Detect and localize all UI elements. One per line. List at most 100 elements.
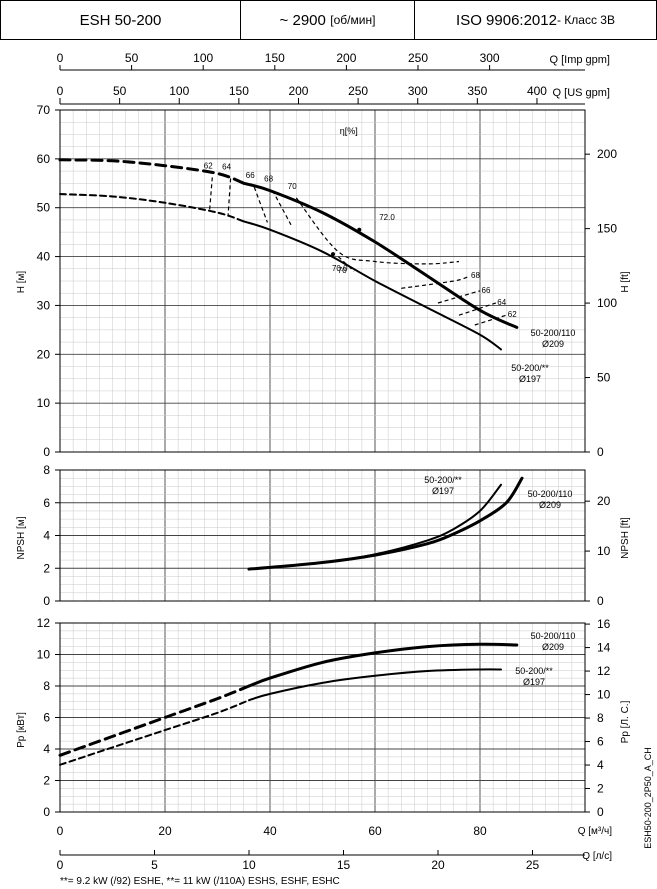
y-tick-label-left: 10 — [37, 396, 51, 410]
bep-label: 70.0 — [332, 264, 348, 273]
standard-box: ISO 9906:2012 - Класс 3В — [414, 0, 657, 40]
series-diameter-209-panel2: Ø209 — [542, 642, 564, 652]
ls-tick-label: 5 — [151, 858, 158, 872]
imp-gpm-tick-label: 300 — [480, 51, 500, 65]
axis-title-h-m: H [м] — [16, 271, 27, 294]
imp-gpm-tick-label: 200 — [336, 51, 356, 65]
y-tick-label-right: 14 — [597, 641, 611, 655]
y-tick-label-left: 70 — [37, 103, 51, 117]
efficiency-isoline — [295, 197, 460, 265]
ls-tick-label: 20 — [431, 858, 445, 872]
imp-gpm-tick-label: 0 — [57, 51, 64, 65]
efficiency-isoline — [227, 178, 232, 217]
y-tick-label-right: 50 — [597, 371, 611, 385]
efficiency-label: 70 — [288, 182, 297, 191]
series-diameter-209-panel1: Ø209 — [539, 500, 561, 510]
y-tick-label-right: 2 — [597, 782, 604, 796]
speed-unit: [об/мин] — [330, 13, 376, 27]
y-tick-label-left: 2 — [43, 561, 50, 575]
y-tick-label-right: 16 — [597, 617, 611, 631]
efficiency-isoline — [272, 190, 292, 226]
y-tick-label-left: 8 — [43, 679, 50, 693]
us-gpm-tick-label: 350 — [467, 84, 487, 98]
y-tick-label-left: 40 — [37, 250, 51, 264]
curve-197-solid-panel0 — [242, 220, 502, 351]
y-tick-label-right: 10 — [597, 544, 611, 558]
y-tick-label-left: 0 — [43, 594, 50, 608]
efficiency-isoline — [437, 290, 481, 304]
efficiency-isoline — [458, 302, 496, 316]
efficiency-label: 64 — [222, 162, 231, 171]
y-tick-label-right: 6 — [597, 735, 604, 749]
series-label-197-panel0: 50-200/** — [511, 363, 549, 373]
y-tick-label-right: 12 — [597, 664, 611, 678]
efficiency-isoline — [253, 186, 268, 223]
efficiency-label: 66 — [246, 171, 255, 180]
y-tick-label-left: 4 — [43, 742, 50, 756]
y-tick-label-right: 20 — [597, 494, 611, 508]
efficiency-label: 62 — [508, 310, 517, 319]
curve-197-solid-panel2 — [248, 668, 502, 702]
y-tick-label-right: 10 — [597, 688, 611, 702]
y-tick-label-left: 4 — [43, 529, 50, 543]
imp-gpm-tick-label: 100 — [193, 51, 213, 65]
standard-name: ISO 9906:2012 — [456, 11, 557, 29]
imp-gpm-tick-label: 150 — [265, 51, 285, 65]
curve-209-solid-panel1 — [247, 476, 524, 571]
y-tick-label-right: 0 — [597, 805, 604, 819]
efficiency-isoline — [474, 314, 507, 326]
curve-209-solid-panel0 — [242, 181, 519, 329]
axis-title-npsh-m: NPSH [м] — [16, 516, 27, 559]
us-gpm-tick-label: 250 — [348, 84, 368, 98]
us-gpm-tick-label: 300 — [408, 84, 428, 98]
ls-tick-label: 15 — [337, 858, 351, 872]
m3h-axis-label: Q [м³/ч] — [578, 826, 613, 837]
y-tick-label-right: 4 — [597, 758, 604, 772]
series-label-209-panel2: 50-200/110 — [531, 631, 576, 641]
y-tick-label-left: 0 — [43, 805, 50, 819]
m3h-tick-label: 60 — [368, 824, 382, 838]
curve-layer — [58, 158, 524, 766]
y-tick-label-left: 30 — [37, 298, 51, 312]
speed-box: ~ 2900 [об/мин] — [240, 0, 415, 40]
efficiency-label: 66 — [482, 286, 491, 295]
us-gpm-tick-label: 100 — [169, 84, 189, 98]
efficiency-label: 68 — [264, 175, 273, 184]
efficiency-label: 64 — [497, 298, 506, 307]
axis-title-p-hp: Pp [Л. С.] — [620, 700, 631, 743]
curve-197-dashed-panel2 — [59, 699, 250, 766]
ls-tick-label: 25 — [526, 858, 540, 872]
series-label-197-panel1: 50-200/** — [424, 475, 462, 485]
y-tick-label-right: 200 — [597, 147, 617, 161]
us-gpm-tick-label: 0 — [57, 84, 64, 98]
efficiency-isoline — [337, 256, 355, 272]
eta-label: η[%] — [340, 126, 358, 136]
series-diameter-209-panel0: Ø209 — [542, 339, 564, 349]
y-tick-label-left: 0 — [43, 445, 50, 459]
efficiency-label: 62 — [204, 161, 213, 170]
y-tick-label-left: 60 — [37, 152, 51, 166]
efficiency-label: 70 — [338, 266, 347, 275]
imp-gpm-tick-label: 50 — [125, 51, 139, 65]
series-diameter-197-panel2: Ø197 — [523, 677, 545, 687]
m3h-tick-label: 40 — [263, 824, 277, 838]
ls-axis-label: Q [л/с] — [582, 851, 612, 862]
series-label-209-panel0: 50-200/110 — [531, 328, 576, 338]
y-tick-label-left: 8 — [43, 463, 50, 477]
label-layer: 0102030405060700501001502000246801020024… — [16, 51, 653, 887]
m3h-tick-label: 80 — [473, 824, 487, 838]
y-tick-label-left: 6 — [43, 711, 50, 725]
curve-197-solid-panel1 — [248, 483, 502, 571]
axis-title-p-kw: Pp [кВт] — [16, 712, 27, 748]
m3h-tick-label: 20 — [158, 824, 172, 838]
efficiency-isoline — [209, 177, 213, 211]
y-tick-label-left: 50 — [37, 201, 51, 215]
y-tick-label-left: 12 — [37, 616, 51, 630]
bep-dot — [357, 227, 362, 232]
ls-tick-label: 10 — [242, 858, 256, 872]
us-gpm-tick-label: 50 — [113, 84, 127, 98]
series-label-209-panel1: 50-200/110 — [528, 489, 573, 499]
axis-title-npsh-ft: NPSH [ft] — [620, 517, 631, 559]
